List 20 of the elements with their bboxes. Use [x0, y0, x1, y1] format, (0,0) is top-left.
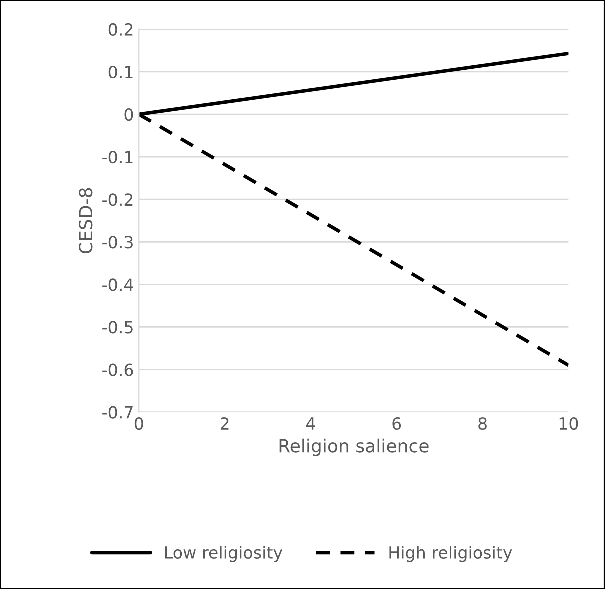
- legend-label: High religiosity: [390, 546, 512, 562]
- x-tick-label: 6: [392, 417, 402, 430]
- y-tick-label: -0.6: [102, 364, 134, 376]
- x-tick-label: 8: [478, 417, 487, 430]
- legend-label: Low religiosity: [165, 546, 283, 562]
- y-tick-label: -0.2: [102, 194, 133, 206]
- y-tick-label: -0.1: [102, 151, 133, 164]
- y-tick-label: -0.3: [102, 236, 133, 249]
- y-tick-label: 0.1: [108, 66, 133, 79]
- x-axis-title: Religion salience: [280, 438, 429, 456]
- y-tick-label: -0.4: [102, 278, 134, 292]
- y-axis-title: CESD-8: [79, 188, 93, 254]
- y-tick-label: 0: [124, 108, 134, 122]
- x-tick-label: 0: [134, 417, 144, 430]
- x-tick-label: 10: [560, 417, 578, 430]
- y-tick-label: -0.5: [102, 321, 133, 334]
- x-tick-label: 2: [220, 417, 229, 430]
- y-tick-label: 0.2: [108, 23, 133, 36]
- x-tick-label: 4: [306, 418, 316, 430]
- y-tick-label: -0.7: [102, 406, 133, 419]
